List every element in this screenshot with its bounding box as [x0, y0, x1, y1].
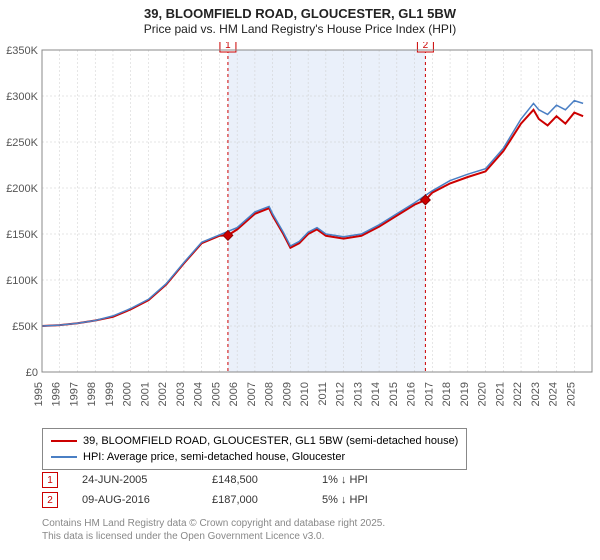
transaction-row: 1 24-JUN-2005£148,5001% ↓ HPI: [42, 470, 402, 490]
svg-text:2005: 2005: [210, 382, 222, 406]
legend-swatch: [51, 440, 77, 442]
legend-label: HPI: Average price, semi-detached house,…: [83, 451, 345, 463]
transaction-row: 2 09-AUG-2016£187,0005% ↓ HPI: [42, 490, 402, 510]
svg-text:2022: 2022: [512, 382, 524, 406]
svg-text:1998: 1998: [86, 382, 98, 406]
svg-text:2020: 2020: [477, 382, 489, 406]
transaction-date: 24-JUN-2005: [82, 474, 212, 486]
legend-label: 39, BLOOMFIELD ROAD, GLOUCESTER, GL1 5BW…: [83, 435, 458, 447]
svg-text:£200K: £200K: [6, 183, 38, 195]
svg-text:2023: 2023: [530, 382, 542, 406]
svg-text:£50K: £50K: [12, 321, 38, 333]
svg-text:2000: 2000: [122, 382, 134, 406]
svg-text:2008: 2008: [264, 382, 276, 406]
svg-text:2025: 2025: [565, 382, 577, 406]
svg-text:£250K: £250K: [6, 137, 38, 149]
svg-text:2018: 2018: [441, 382, 453, 406]
legend-item: 39, BLOOMFIELD ROAD, GLOUCESTER, GL1 5BW…: [51, 433, 458, 449]
transaction-date: 09-AUG-2016: [82, 494, 212, 506]
svg-text:2014: 2014: [370, 382, 382, 406]
svg-text:2019: 2019: [459, 382, 471, 406]
legend-item: HPI: Average price, semi-detached house,…: [51, 449, 458, 465]
transaction-price: £148,500: [212, 474, 322, 486]
transaction-marker: 2: [42, 492, 58, 508]
svg-text:2004: 2004: [193, 382, 205, 406]
attribution-line1: Contains HM Land Registry data © Crown c…: [42, 518, 385, 531]
svg-text:£100K: £100K: [6, 275, 38, 287]
svg-text:1995: 1995: [33, 382, 45, 406]
svg-text:2010: 2010: [299, 382, 311, 406]
svg-text:2001: 2001: [139, 382, 151, 406]
svg-text:2016: 2016: [406, 382, 418, 406]
svg-text:2003: 2003: [175, 382, 187, 406]
svg-text:£0: £0: [26, 367, 38, 379]
svg-text:£300K: £300K: [6, 91, 38, 103]
svg-text:1997: 1997: [68, 382, 80, 406]
svg-text:2011: 2011: [317, 382, 329, 406]
transaction-price: £187,000: [212, 494, 322, 506]
svg-text:2021: 2021: [494, 382, 506, 406]
attribution: Contains HM Land Registry data © Crown c…: [42, 518, 385, 543]
svg-text:2024: 2024: [548, 382, 560, 406]
svg-text:1996: 1996: [51, 382, 63, 406]
svg-text:2002: 2002: [157, 382, 169, 406]
attribution-line2: This data is licensed under the Open Gov…: [42, 531, 385, 544]
svg-text:1999: 1999: [104, 382, 116, 406]
svg-text:£350K: £350K: [6, 45, 38, 57]
svg-text:2012: 2012: [335, 382, 347, 406]
legend: 39, BLOOMFIELD ROAD, GLOUCESTER, GL1 5BW…: [42, 428, 467, 470]
svg-text:£150K: £150K: [6, 229, 38, 241]
chart-title: 39, BLOOMFIELD ROAD, GLOUCESTER, GL1 5BW: [0, 0, 600, 22]
svg-text:2015: 2015: [388, 382, 400, 406]
svg-text:2006: 2006: [228, 382, 240, 406]
chart-subtitle: Price paid vs. HM Land Registry's House …: [0, 22, 600, 40]
transaction-table: 1 24-JUN-2005£148,5001% ↓ HPI 2 09-AUG-2016…: [42, 470, 402, 510]
svg-text:2017: 2017: [423, 382, 435, 406]
legend-swatch: [51, 456, 77, 458]
price-chart: £0 £50K £100K £150K £200K £250K £300K £350K 1995…: [0, 42, 600, 422]
transaction-delta: 5% ↓ HPI: [322, 494, 402, 506]
transaction-delta: 1% ↓ HPI: [322, 474, 402, 486]
svg-text:2013: 2013: [352, 382, 364, 406]
svg-text:2009: 2009: [281, 382, 293, 406]
transaction-marker: 1: [42, 472, 58, 488]
svg-text:2007: 2007: [246, 382, 258, 406]
